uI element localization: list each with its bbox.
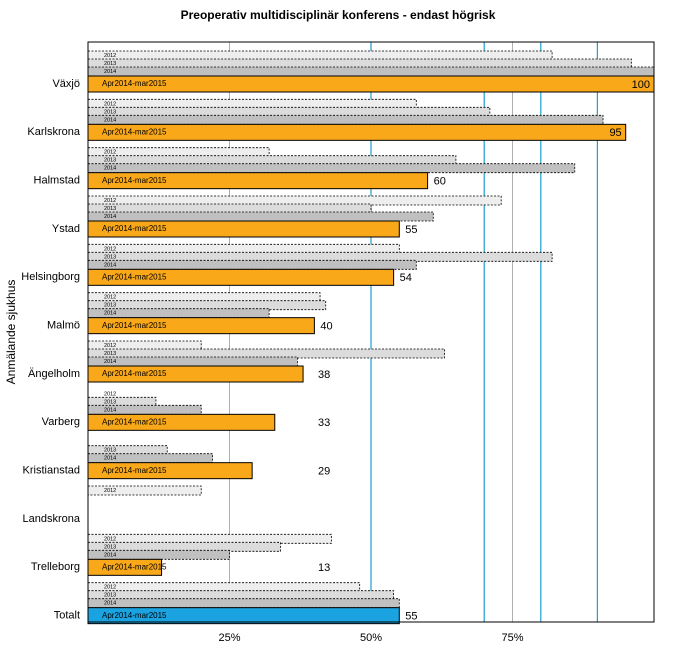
series-label: Apr2014-mar2015: [102, 611, 167, 620]
series-label: Apr2014-mar2015: [102, 417, 167, 426]
series-label: 2013: [104, 351, 116, 357]
series-label: 2013: [104, 399, 116, 405]
series-label: 2014: [104, 69, 116, 75]
y-tick-label: Varberg: [42, 416, 80, 428]
series-label: 2012: [104, 101, 116, 107]
y-tick-label: Karlskrona: [27, 126, 80, 138]
history-bar: [87, 211, 434, 222]
series-label: Apr2014-mar2015: [102, 321, 167, 330]
series-label: 2012: [104, 295, 116, 301]
value-label: 54: [400, 272, 412, 284]
value-label: 55: [405, 224, 417, 236]
x-tick-label: 25%: [218, 632, 240, 644]
series-label: 2013: [104, 61, 116, 67]
series-label: 2013: [104, 254, 116, 260]
value-label: 95: [609, 127, 621, 139]
series-label: Apr2014-mar2015: [102, 562, 167, 571]
series-label: 2012: [104, 585, 116, 591]
history-bar: [87, 533, 332, 544]
y-tick-label: Trelleborg: [31, 561, 80, 573]
x-tick-label: 50%: [360, 632, 382, 644]
y-tick-label: Totalt: [54, 610, 80, 622]
value-label: 100: [632, 79, 650, 91]
value-label: 55: [405, 611, 417, 623]
series-label: 2013: [104, 544, 116, 550]
series-label: 2012: [104, 343, 116, 349]
value-label: 60: [434, 176, 446, 188]
x-tick-label: 75%: [501, 632, 523, 644]
history-bar: [87, 66, 655, 77]
y-tick-label: Kristianstad: [23, 465, 80, 477]
series-label: 2012: [104, 150, 116, 156]
bar: [87, 123, 627, 141]
series-label: 2013: [104, 158, 116, 164]
series-label: Apr2014-mar2015: [102, 369, 167, 378]
series-label: 2014: [104, 456, 116, 462]
series-label: 2013: [104, 448, 116, 454]
y-tick-label: Malmö: [47, 320, 80, 332]
series-label: 2012: [104, 488, 116, 494]
history-bar: [87, 114, 604, 125]
history-bar: [87, 259, 417, 270]
series-label: 2013: [104, 593, 116, 599]
series-label: 2013: [104, 303, 116, 309]
series-label: 2014: [104, 166, 116, 172]
series-label: Apr2014-mar2015: [102, 224, 167, 233]
history-bar: [87, 598, 400, 609]
y-tick-label: Ystad: [52, 223, 80, 235]
y-tick-label: Växjö: [52, 78, 80, 90]
series-label: 2013: [104, 206, 116, 212]
plot-frame: [87, 41, 655, 623]
series-label: 2012: [104, 536, 116, 542]
series-label: 2012: [104, 53, 116, 59]
y-tick-label: Ängelholm: [28, 368, 80, 380]
value-label: 13: [318, 562, 330, 574]
series-label: Apr2014-mar2015: [102, 127, 167, 136]
series-label: 2014: [104, 552, 116, 558]
series-label: 2014: [104, 214, 116, 220]
history-bar: [87, 582, 361, 593]
value-label: 38: [318, 369, 330, 381]
y-tick-label: Halmstad: [34, 175, 80, 187]
history-bar: [87, 396, 157, 407]
series-label: 2014: [104, 311, 116, 317]
series-label: 2014: [104, 407, 116, 413]
series-label: 2014: [104, 262, 116, 268]
y-tick-label: Landskrona: [23, 513, 81, 525]
series-label: 2012: [104, 246, 116, 252]
series-label: 2012: [104, 198, 116, 204]
value-label: 33: [318, 417, 330, 429]
chart-title: Preoperativ multidisciplinär konferens -…: [181, 8, 496, 22]
series-label: 2014: [104, 359, 116, 365]
series-label: Apr2014-mar2015: [102, 79, 167, 88]
series-label: 2012: [104, 391, 116, 397]
series-label: 2013: [104, 109, 116, 115]
series-label: Apr2014-mar2015: [102, 176, 167, 185]
y-axis-label: Anmälande sjukhus: [4, 280, 18, 385]
y-tick-label: Helsingborg: [21, 271, 80, 283]
value-label: 40: [320, 321, 332, 333]
series-label: Apr2014-mar2015: [102, 272, 167, 281]
series-label: Apr2014-mar2015: [102, 466, 167, 475]
series-label: 2014: [104, 601, 116, 607]
series-label: 2014: [104, 117, 116, 123]
history-bar: [87, 195, 502, 206]
bar: [87, 75, 655, 93]
history-bar: [87, 356, 298, 367]
value-label: 29: [318, 466, 330, 478]
history-bar: [87, 163, 576, 174]
history-bar: [87, 243, 400, 254]
